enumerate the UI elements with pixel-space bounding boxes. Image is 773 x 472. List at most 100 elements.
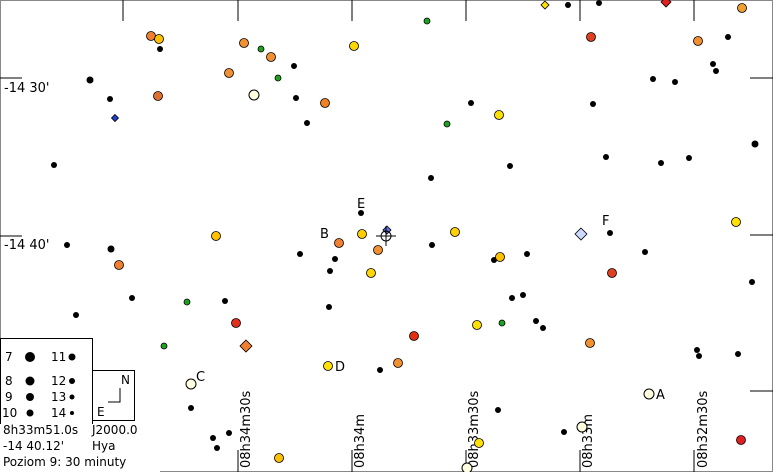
star [725, 34, 731, 40]
star [326, 304, 332, 310]
star [86, 76, 94, 84]
legend-label: 7 [5, 350, 13, 364]
star [210, 435, 216, 441]
star [603, 154, 609, 160]
star [226, 430, 232, 436]
star [274, 453, 284, 463]
star [696, 353, 702, 359]
star [443, 120, 451, 128]
ra-label: 08h33m30s [467, 390, 482, 468]
star [332, 256, 338, 262]
star [749, 279, 755, 285]
ra-label: 08h34m30s [239, 390, 254, 468]
legend-label: 9 [5, 390, 13, 404]
star [540, 0, 550, 10]
star [472, 320, 482, 330]
legend-dot [70, 411, 74, 415]
compass-box [92, 370, 135, 421]
legend-label: 10 [2, 406, 17, 420]
info-ra: 8h33m51.0s [3, 423, 78, 437]
star [274, 74, 282, 82]
star [129, 295, 135, 301]
marker-label: B [320, 227, 329, 242]
star [494, 110, 504, 120]
star [737, 3, 747, 13]
legend-dot [25, 352, 35, 362]
star [507, 163, 513, 169]
star [257, 45, 265, 53]
star [114, 260, 124, 270]
legend-dot [26, 409, 34, 417]
star [658, 160, 664, 166]
star [297, 251, 303, 257]
star [590, 101, 596, 107]
star [323, 361, 333, 371]
legend-label: 8 [5, 374, 13, 388]
star [366, 268, 376, 278]
star [694, 347, 700, 353]
star [224, 68, 234, 78]
star [291, 63, 297, 69]
ra-label: 08h32m30s [696, 390, 711, 468]
info-constellation: Hya [92, 439, 115, 453]
star [495, 252, 505, 262]
legend-dot [68, 353, 76, 361]
star [607, 230, 613, 236]
star [498, 319, 506, 327]
star [377, 367, 383, 373]
star [540, 325, 546, 331]
star [565, 2, 571, 8]
star [423, 17, 431, 25]
star [450, 227, 460, 237]
star [576, 421, 588, 433]
star [428, 175, 434, 181]
star [751, 140, 759, 148]
star [222, 298, 228, 304]
star [231, 318, 241, 328]
star [461, 462, 473, 472]
star [110, 113, 120, 123]
star [73, 312, 79, 318]
compass-north: N [121, 373, 130, 387]
star [160, 342, 168, 350]
star [157, 46, 163, 52]
star [248, 89, 260, 101]
star [596, 0, 602, 6]
info-level: Poziom 9: 30 minuty [3, 455, 126, 469]
star [713, 68, 719, 74]
star [672, 79, 678, 85]
star [349, 41, 359, 51]
star [607, 268, 617, 278]
marker-label: D [335, 360, 345, 375]
star [468, 100, 474, 106]
star [293, 95, 299, 101]
star [320, 98, 330, 108]
star [735, 351, 741, 357]
star [64, 242, 70, 248]
star [357, 229, 367, 239]
star [474, 438, 484, 448]
legend-label: 11 [51, 350, 66, 364]
star [643, 388, 655, 400]
ticks [0, 0, 773, 392]
legend-dot [25, 376, 35, 386]
star [686, 155, 692, 161]
star [183, 298, 191, 306]
star [524, 251, 530, 257]
star [266, 52, 276, 62]
star [574, 227, 588, 241]
star [304, 120, 310, 126]
star [409, 331, 419, 341]
legend-label: 14 [51, 406, 66, 420]
star [393, 358, 403, 368]
star [154, 34, 164, 44]
star [107, 96, 113, 102]
star [211, 231, 221, 241]
target-cross [376, 226, 396, 246]
marker-label: E [357, 197, 365, 212]
legend-label: 12 [51, 374, 66, 388]
info-epoch: J2000.0 [91, 423, 138, 437]
star [586, 32, 596, 42]
star [693, 36, 703, 46]
